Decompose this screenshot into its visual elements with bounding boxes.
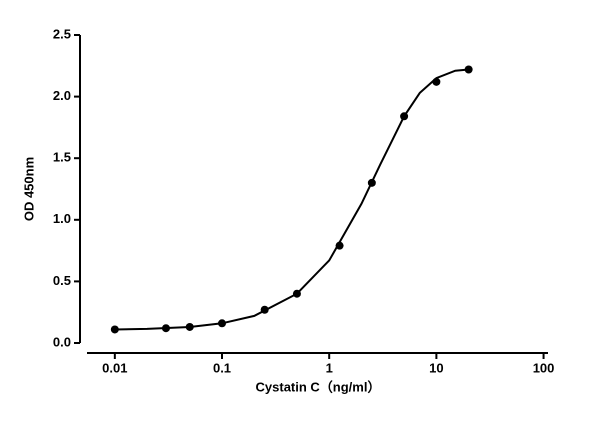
x-tick-label: 10 xyxy=(429,360,443,375)
x-tick-label: 100 xyxy=(533,360,555,375)
y-tick-label: 0.5 xyxy=(53,273,71,288)
x-tick-label: 0.01 xyxy=(102,360,127,375)
y-tick-label: 2.0 xyxy=(53,88,71,103)
y-tick-label: 0.0 xyxy=(53,334,71,349)
y-axis-label: OD 450nm xyxy=(21,157,36,221)
y-tick-label: 2.5 xyxy=(53,26,71,41)
x-axis-label: Cystatin C（ng/ml） xyxy=(256,379,381,394)
x-tick-label: 0.1 xyxy=(213,360,231,375)
fit-curve xyxy=(114,68,469,331)
y-tick-label: 1.0 xyxy=(53,211,71,226)
x-tick-label: 1 xyxy=(326,360,333,375)
y-tick-label: 1.5 xyxy=(53,150,71,165)
